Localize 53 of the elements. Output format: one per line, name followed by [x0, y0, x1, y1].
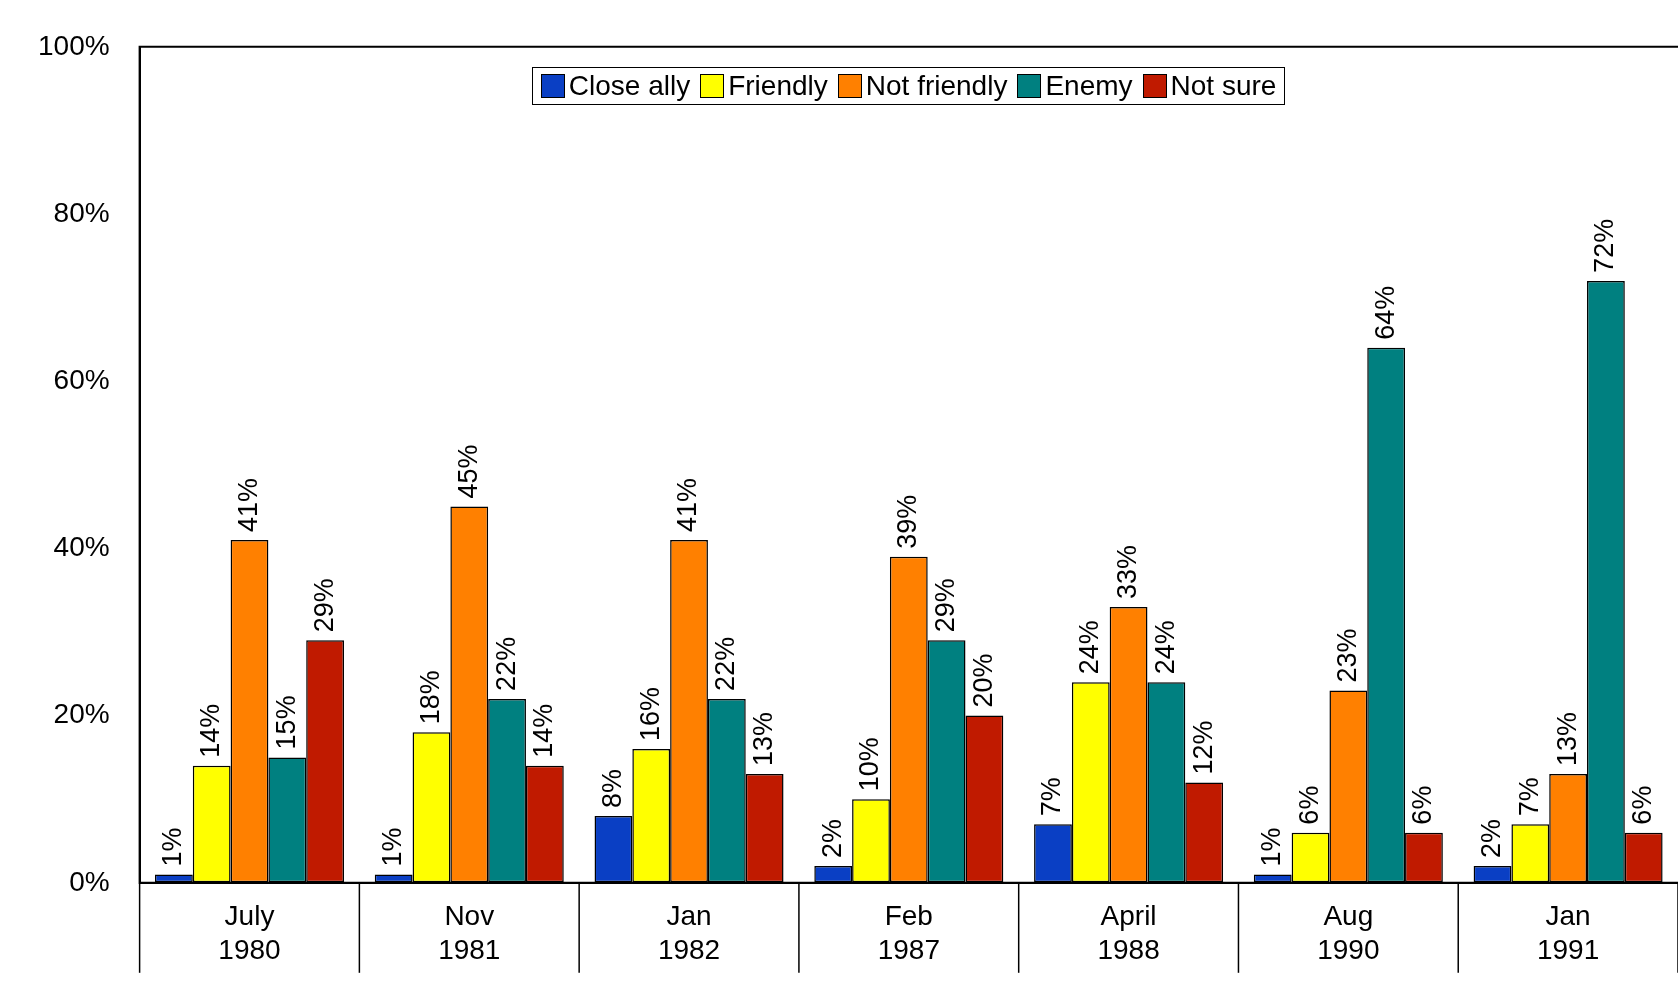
data-label: 18% [414, 670, 445, 725]
data-label: 20% [967, 653, 998, 708]
data-label: 23% [1331, 628, 1362, 683]
x-tick-label: Feb 1987 [877, 900, 940, 965]
data-label: 2% [1475, 819, 1506, 859]
legend-label: Close ally [568, 69, 691, 102]
data-label: 13% [748, 712, 779, 767]
data-label: 33% [1112, 544, 1143, 599]
data-label: 6% [1294, 785, 1324, 825]
x-tick-label: July 1980 [218, 900, 281, 965]
data-label: 24% [1149, 620, 1180, 675]
data-label: 29% [930, 578, 961, 633]
data-label: 8% [596, 768, 627, 808]
data-label: 24% [1074, 620, 1105, 675]
data-label: 16% [634, 686, 665, 742]
data-label: 12% [1187, 720, 1218, 775]
data-label: 29% [308, 578, 339, 633]
data-label: 41% [232, 477, 263, 533]
data-label: 13% [1551, 712, 1582, 767]
data-label: 64% [1369, 285, 1400, 340]
data-label: 14% [195, 703, 226, 758]
data-label: 10% [854, 737, 885, 792]
data-label: 7% [1036, 777, 1067, 817]
data-label: 41% [672, 477, 703, 533]
data-label: 1% [157, 827, 188, 867]
data-label: 15% [270, 695, 301, 750]
legend-label: Friendly [728, 69, 828, 102]
data-label: 22% [710, 636, 741, 691]
y-tick-label: 40% [53, 531, 110, 563]
data-label: 39% [892, 494, 923, 549]
data-label: 6% [1627, 785, 1658, 825]
x-tick-label: Jan 1991 [1536, 900, 1600, 965]
data-label: 45% [452, 444, 483, 499]
y-tick-label: 0% [69, 865, 110, 897]
data-label: 1% [377, 827, 408, 867]
y-tick-label: 60% [53, 363, 110, 395]
x-tick-label: Nov 1981 [438, 900, 501, 965]
data-label: 2% [816, 819, 847, 859]
data-label: 1% [1256, 827, 1287, 867]
data-label: 6% [1407, 785, 1438, 825]
x-tick-label: Jan 1982 [657, 900, 721, 965]
data-label: 72% [1589, 218, 1620, 273]
data-label: 22% [490, 636, 521, 691]
legend-label: Not sure [1170, 69, 1277, 102]
legend-label: Enemy [1045, 69, 1133, 102]
y-tick-label: 20% [53, 698, 110, 730]
y-tick-label: 80% [53, 196, 110, 228]
y-tick-label: 100% [37, 29, 110, 61]
legend-label: Not friendly [865, 69, 1008, 102]
x-tick-label: Aug 1990 [1317, 900, 1380, 965]
data-label: 14% [528, 703, 559, 758]
x-tick-label: April 1988 [1097, 900, 1160, 965]
data-label: 7% [1513, 777, 1544, 817]
